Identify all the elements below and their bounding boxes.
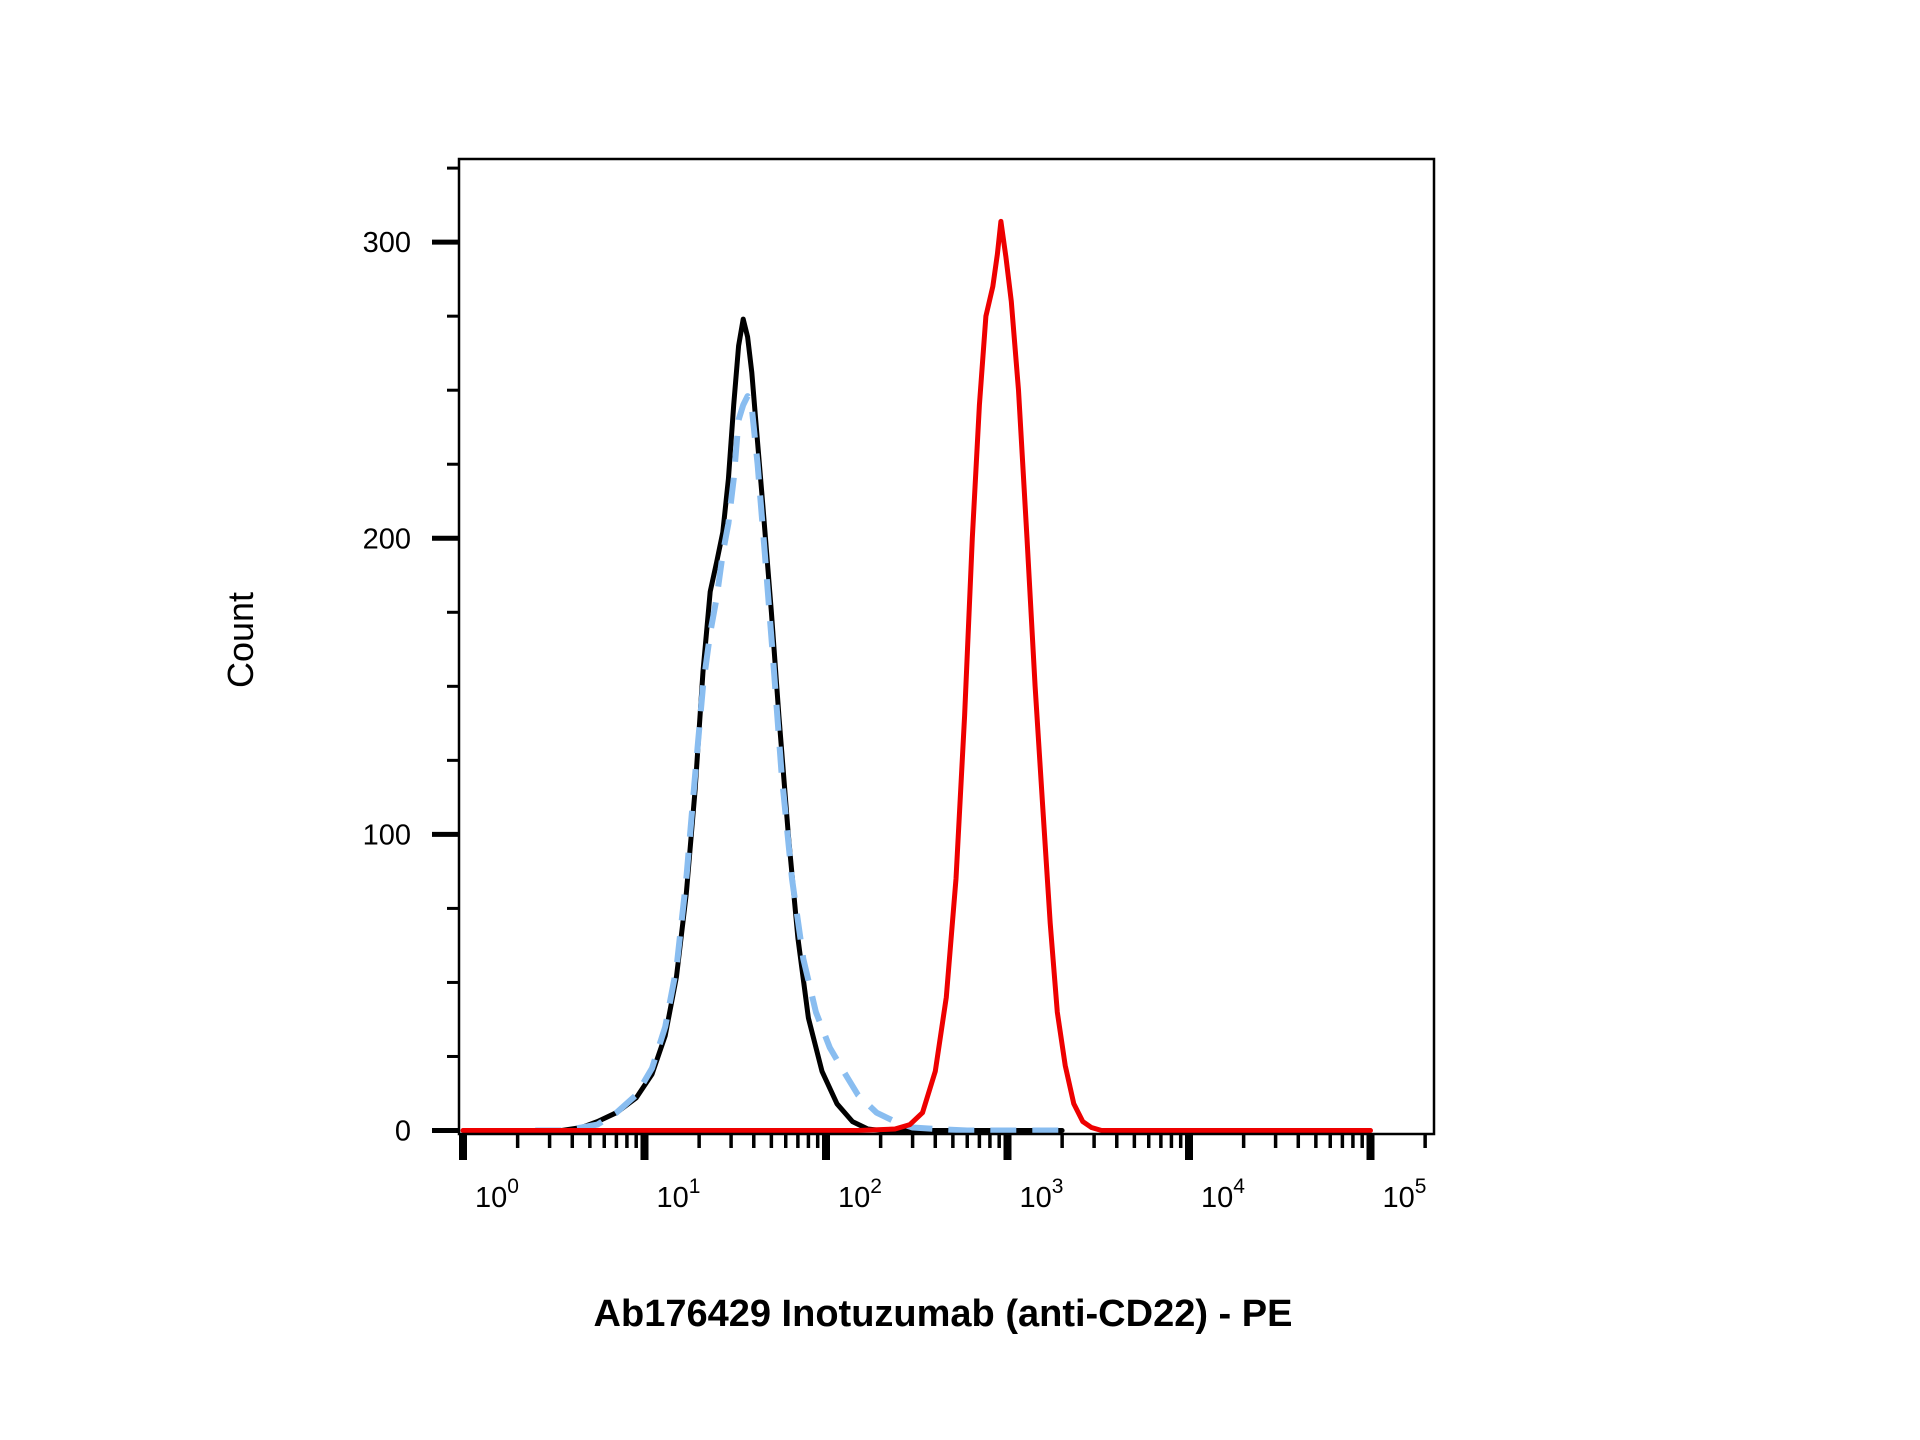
x-ticks: 100 101 102 103 104 105 bbox=[459, 1134, 1426, 1214]
x-tick-label: 101 bbox=[657, 1175, 701, 1214]
x-tick-label: 103 bbox=[1020, 1175, 1064, 1214]
x-tick-label: 105 bbox=[1383, 1175, 1427, 1214]
x-major-tick bbox=[640, 1134, 649, 1160]
y-tick-label: 300 bbox=[363, 227, 411, 259]
x-minor-ticks bbox=[515, 1134, 1427, 1148]
y-tick-label: 0 bbox=[395, 1116, 411, 1148]
x-major-tick bbox=[459, 1134, 467, 1160]
x-axis-label: Ab176429 Inotuzumab (anti-CD22) - PE bbox=[594, 1293, 1293, 1335]
series-line-red bbox=[460, 218, 1373, 1133]
x-major-tick bbox=[1185, 1134, 1193, 1160]
y-tick-label: 100 bbox=[363, 819, 411, 851]
x-major-tick bbox=[822, 1134, 830, 1160]
y-minor-ticks bbox=[447, 166, 459, 1058]
x-major-tick bbox=[1366, 1134, 1375, 1160]
x-tick-label: 102 bbox=[838, 1175, 882, 1214]
series-layer bbox=[460, 218, 1373, 1134]
x-major-tick bbox=[1003, 1134, 1012, 1160]
y-tick-label: 200 bbox=[363, 523, 411, 555]
plot-frame bbox=[457, 157, 1436, 1136]
y-axis-label: Count bbox=[220, 592, 261, 688]
y-ticks: 0 100 200 300 bbox=[363, 227, 459, 1148]
x-tick-label: 104 bbox=[1201, 1175, 1245, 1214]
series-line-blue-dashed bbox=[535, 393, 1063, 1134]
x-tick-label: 100 bbox=[475, 1175, 519, 1214]
